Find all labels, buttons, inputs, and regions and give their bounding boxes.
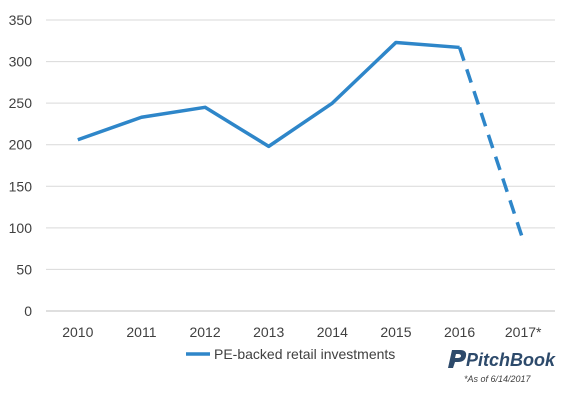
x-tick-label: 2011 xyxy=(126,324,156,340)
y-tick-label: 0 xyxy=(24,303,32,319)
x-tick-label: 2017* xyxy=(505,324,542,340)
y-tick-label: 350 xyxy=(9,12,33,28)
footnote: *As of 6/14/2017 xyxy=(464,374,532,384)
x-tick-label: 2010 xyxy=(62,324,93,340)
x-tick-label: 2012 xyxy=(189,324,220,340)
brand-name: PitchBook xyxy=(466,350,556,370)
legend: PE-backed retail investments xyxy=(186,346,395,362)
y-tick-label: 300 xyxy=(9,54,33,70)
y-tick-label: 250 xyxy=(9,95,33,111)
series-layer xyxy=(77,40,525,241)
x-tick-label: 2013 xyxy=(253,324,284,340)
gridlines xyxy=(46,19,555,312)
pitchbook-logo-icon xyxy=(448,350,467,368)
y-axis-ticks: 0 50 100 150 200 250 300 350 xyxy=(9,12,33,319)
legend-label: PE-backed retail investments xyxy=(214,346,395,362)
y-tick-label: 100 xyxy=(9,220,33,236)
brand-logo: PitchBook xyxy=(448,350,556,370)
y-tick-label: 150 xyxy=(9,178,33,194)
y-tick-label: 50 xyxy=(16,261,32,277)
x-tick-label: 2016 xyxy=(444,324,475,340)
x-axis-ticks: 2010 2011 2012 2013 2014 2015 2016 2017* xyxy=(62,324,542,340)
x-tick-label: 2015 xyxy=(380,324,411,340)
series-line-projected xyxy=(457,46,525,241)
series-line-solid xyxy=(77,40,460,149)
y-tick-label: 200 xyxy=(9,137,33,153)
x-tick-label: 2014 xyxy=(317,324,348,340)
